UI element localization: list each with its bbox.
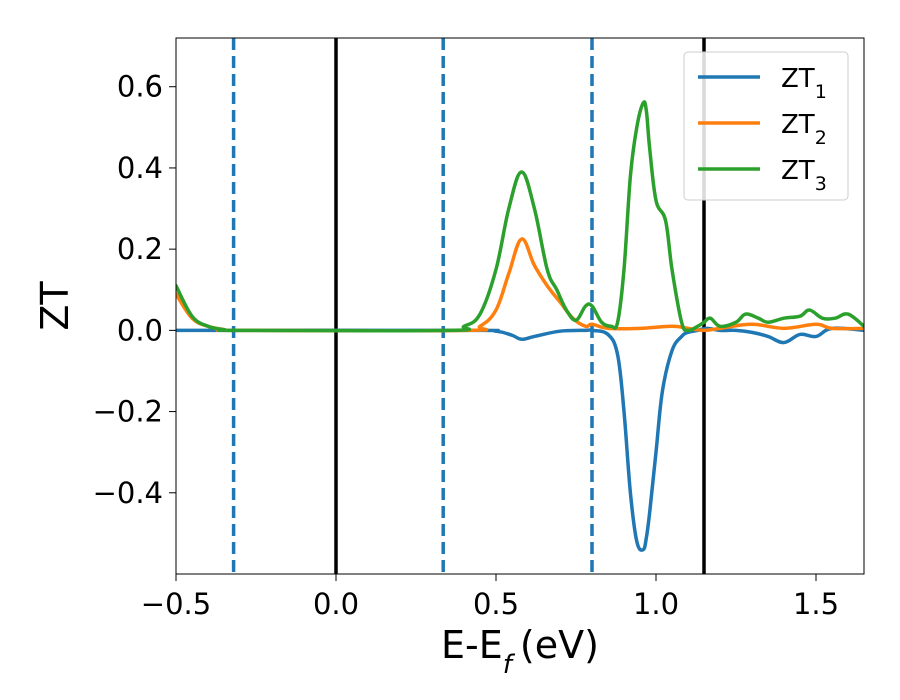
legend-label-zt2: ZT2 bbox=[781, 110, 827, 149]
y-tick-label: 0.4 bbox=[117, 151, 163, 185]
legend: ZT1 ZT2 ZT3 bbox=[683, 51, 849, 201]
y-tick-label: −0.2 bbox=[93, 395, 163, 429]
y-axis-ticks: −0.4 −0.2 0.0 0.2 0.4 0.6 bbox=[93, 70, 176, 510]
x-tick-label: 1.5 bbox=[793, 587, 839, 621]
series-line-zt2 bbox=[176, 237, 864, 333]
x-tick-label: 0.5 bbox=[473, 587, 519, 621]
y-tick-label: 0.0 bbox=[117, 313, 163, 347]
x-axis-ticks: −0.5 0.0 0.5 1.0 1.5 bbox=[141, 574, 839, 621]
y-axis-label: ZT bbox=[33, 281, 77, 331]
x-tick-label: 0.0 bbox=[313, 587, 359, 621]
y-tick-label: −0.4 bbox=[93, 476, 163, 510]
series-line-zt3 bbox=[176, 100, 864, 333]
y-tick-label: 0.2 bbox=[117, 232, 163, 266]
vertical-marker-lines bbox=[231, 38, 706, 574]
x-axis-label: E-Ef (eV) bbox=[441, 623, 599, 680]
legend-label-zt3: ZT3 bbox=[781, 156, 827, 195]
plot-frame bbox=[175, 37, 865, 575]
y-tick-label: 0.6 bbox=[117, 70, 163, 104]
legend-frame bbox=[683, 51, 849, 201]
series-line-zt1 bbox=[176, 326, 864, 552]
x-tick-label: 1.0 bbox=[633, 587, 679, 621]
legend-label-zt1: ZT1 bbox=[781, 64, 827, 103]
series-lines bbox=[176, 100, 864, 552]
x-tick-label: −0.5 bbox=[141, 587, 211, 621]
